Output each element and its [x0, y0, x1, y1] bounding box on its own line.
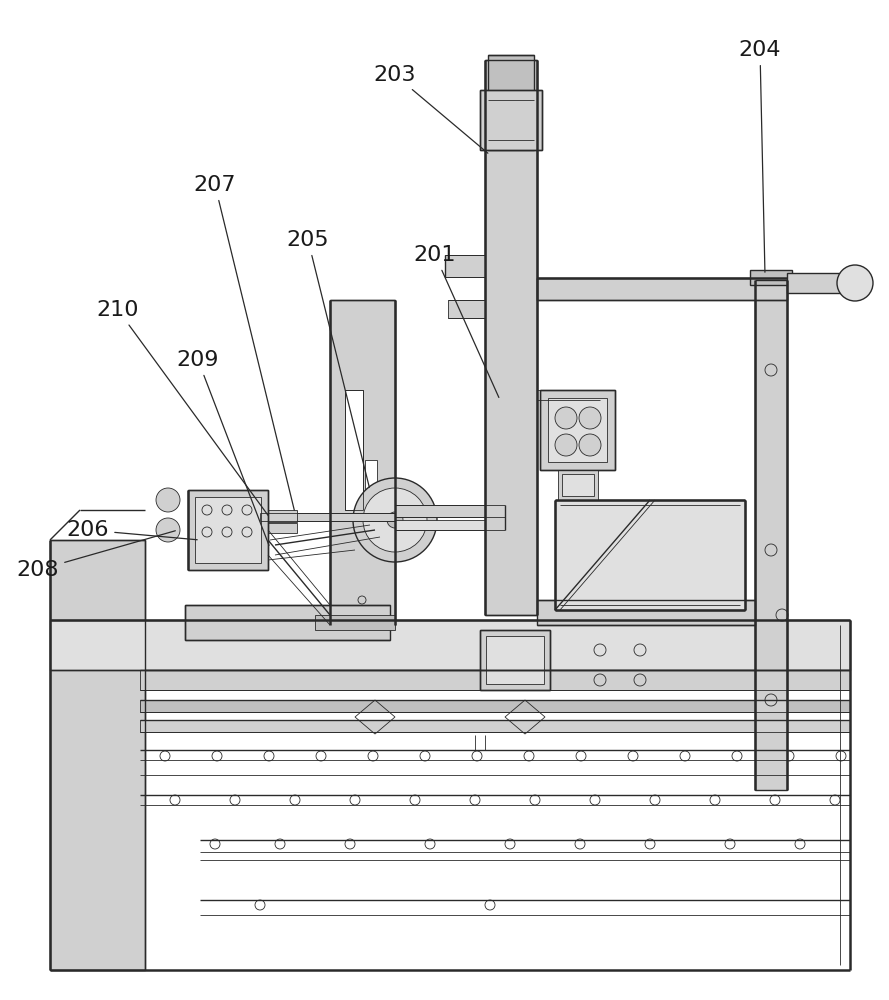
Bar	[558, 470, 598, 500]
Text: 207: 207	[194, 175, 294, 510]
Circle shape	[156, 488, 180, 512]
Bar	[195, 497, 261, 563]
Bar	[50, 620, 850, 670]
Bar	[562, 474, 594, 496]
Bar	[480, 90, 542, 150]
Circle shape	[156, 518, 180, 542]
Text: 203: 203	[373, 65, 488, 153]
Bar	[480, 630, 550, 690]
Bar	[448, 300, 485, 318]
Bar	[537, 600, 755, 625]
Bar	[486, 636, 544, 684]
Bar	[365, 460, 377, 520]
Bar	[140, 700, 850, 712]
Bar	[188, 490, 268, 570]
Bar	[485, 60, 537, 615]
Circle shape	[387, 512, 403, 528]
Text: 210: 210	[97, 300, 268, 516]
Circle shape	[363, 488, 427, 552]
Bar	[50, 540, 145, 970]
Circle shape	[579, 407, 601, 429]
Bar	[488, 55, 534, 150]
Bar	[540, 390, 615, 470]
Circle shape	[555, 434, 577, 456]
Bar	[555, 500, 745, 610]
Bar	[395, 505, 505, 517]
Bar	[140, 720, 850, 732]
Bar	[345, 390, 363, 510]
Text: 209: 209	[177, 350, 269, 545]
Circle shape	[837, 265, 873, 301]
Bar	[787, 273, 847, 293]
Bar	[140, 670, 850, 690]
Bar	[750, 270, 792, 285]
Bar	[395, 520, 505, 530]
Circle shape	[555, 407, 577, 429]
Bar	[537, 278, 787, 300]
Circle shape	[579, 434, 601, 456]
Bar	[267, 523, 297, 533]
Bar	[185, 605, 390, 640]
Bar	[267, 510, 297, 522]
Text: 208: 208	[17, 531, 175, 580]
Circle shape	[353, 478, 437, 562]
Text: 204: 204	[739, 40, 781, 272]
Bar	[330, 300, 395, 625]
Bar	[260, 513, 395, 521]
Text: 201: 201	[413, 245, 499, 397]
Bar	[755, 280, 787, 790]
Text: 205: 205	[286, 230, 369, 487]
Bar	[445, 255, 485, 277]
Text: 206: 206	[67, 520, 197, 540]
Bar	[315, 615, 395, 630]
Bar	[548, 398, 607, 462]
